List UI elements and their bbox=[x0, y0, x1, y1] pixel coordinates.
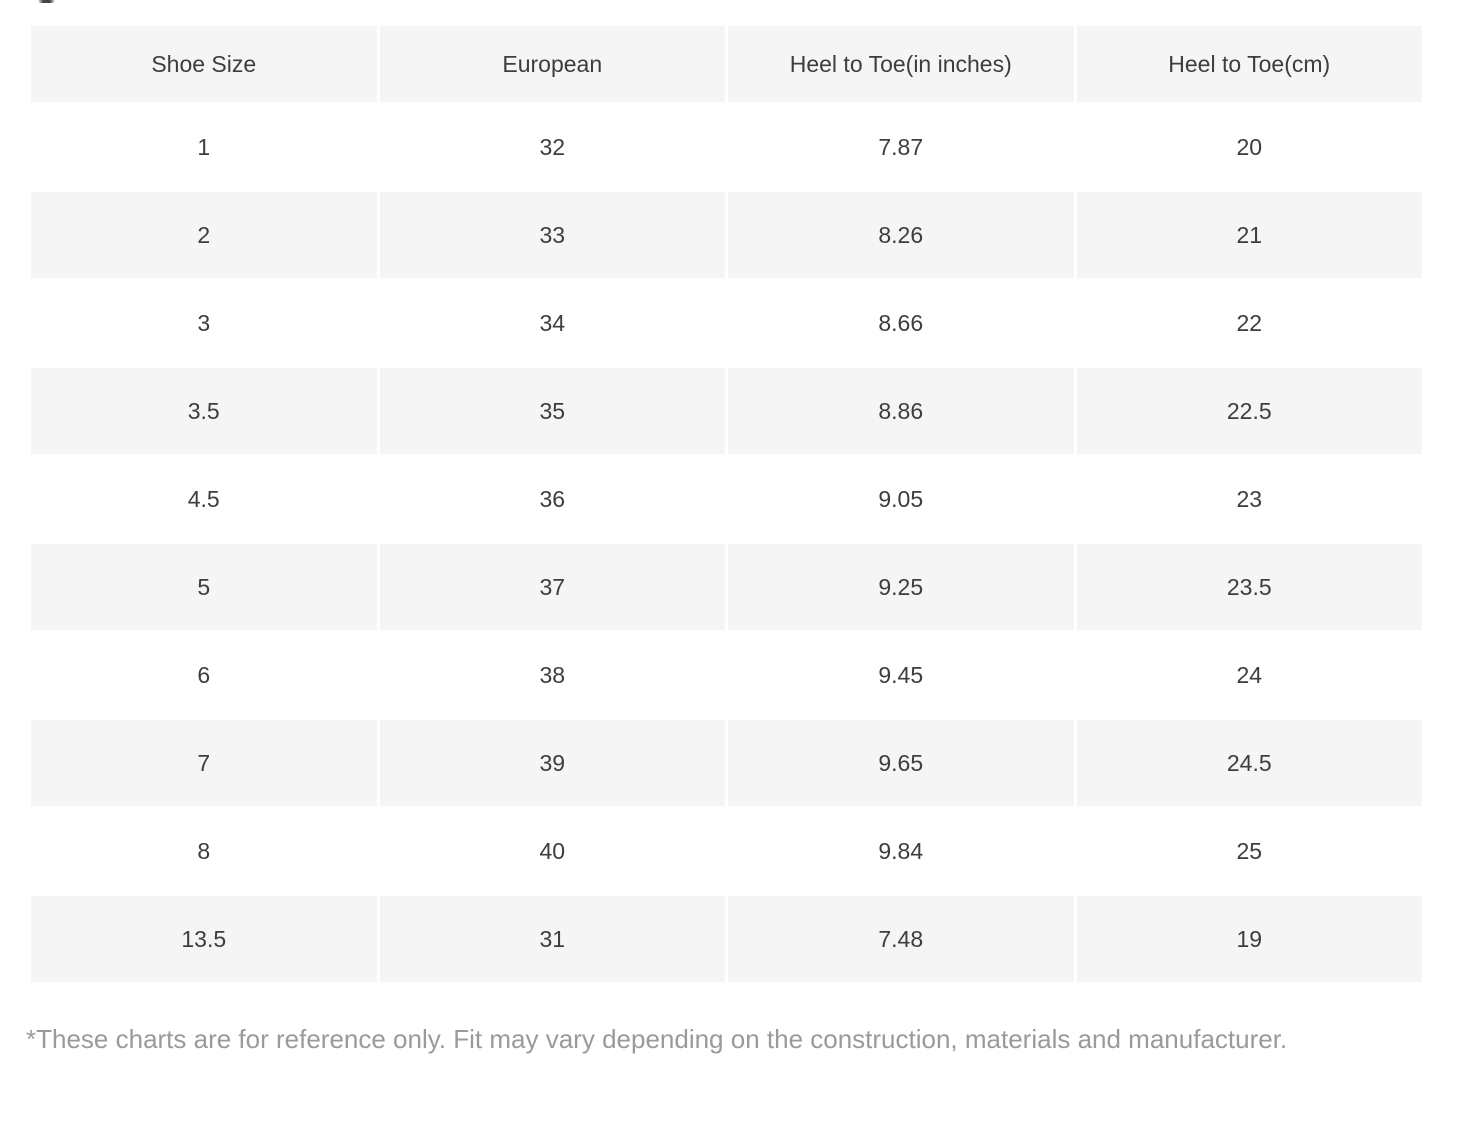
table-cell: 32 bbox=[379, 104, 725, 190]
table-row: 6 38 9.45 24 bbox=[31, 632, 1422, 718]
table-cell: 33 bbox=[379, 192, 725, 278]
table-cell: 23 bbox=[1076, 456, 1422, 542]
table-cell: 38 bbox=[379, 632, 725, 718]
table-row: 13.5 31 7.48 19 bbox=[31, 896, 1422, 982]
table-cell: 34 bbox=[379, 280, 725, 366]
table-cell: 22 bbox=[1076, 280, 1422, 366]
table-cell: 7.48 bbox=[728, 896, 1074, 982]
table-row: 5 37 9.25 23.5 bbox=[31, 544, 1422, 630]
table-cell: 7.87 bbox=[728, 104, 1074, 190]
disclaimer-footnote: *These charts are for reference only. Fi… bbox=[26, 1024, 1288, 1054]
table-row: 2 33 8.26 21 bbox=[31, 192, 1422, 278]
table-body: 1 32 7.87 20 2 33 8.26 21 3 34 8.66 22 3.5 35 8.86 22.5… bbox=[31, 104, 1422, 982]
table-cell: 9.25 bbox=[728, 544, 1074, 630]
table-cell: 31 bbox=[379, 896, 725, 982]
table-cell: 5 bbox=[31, 544, 377, 630]
table-cell: 22.5 bbox=[1076, 368, 1422, 454]
table-cell: 8.86 bbox=[728, 368, 1074, 454]
table-cell: 19 bbox=[1076, 896, 1422, 982]
table-cell: 35 bbox=[379, 368, 725, 454]
table-cell: 20 bbox=[1076, 104, 1422, 190]
clipped-top-element bbox=[38, 0, 55, 3]
table-cell: 3 bbox=[31, 280, 377, 366]
table-cell: 21 bbox=[1076, 192, 1422, 278]
table-cell: 8 bbox=[31, 808, 377, 894]
col-header-shoe-size: Shoe Size bbox=[31, 26, 377, 102]
table-cell: 8.26 bbox=[728, 192, 1074, 278]
table-row: 4.5 36 9.05 23 bbox=[31, 456, 1422, 542]
col-header-heel-to-toe-inches: Heel to Toe(in inches) bbox=[728, 26, 1074, 102]
table-row: 7 39 9.65 24.5 bbox=[31, 720, 1422, 806]
table-cell: 7 bbox=[31, 720, 377, 806]
table-row: 1 32 7.87 20 bbox=[31, 104, 1422, 190]
table-cell: 9.84 bbox=[728, 808, 1074, 894]
table-row: 8 40 9.84 25 bbox=[31, 808, 1422, 894]
table-cell: 36 bbox=[379, 456, 725, 542]
table-header: Shoe Size European Heel to Toe(in inches… bbox=[31, 26, 1422, 102]
table-cell: 40 bbox=[379, 808, 725, 894]
table-cell: 2 bbox=[31, 192, 377, 278]
table-row: 3 34 8.66 22 bbox=[31, 280, 1422, 366]
table-cell: 9.65 bbox=[728, 720, 1074, 806]
table-cell: 25 bbox=[1076, 808, 1422, 894]
col-header-european: European bbox=[379, 26, 725, 102]
table-cell: 24.5 bbox=[1076, 720, 1422, 806]
table-row: 3.5 35 8.86 22.5 bbox=[31, 368, 1422, 454]
table-cell: 23.5 bbox=[1076, 544, 1422, 630]
table-cell: 39 bbox=[379, 720, 725, 806]
table-cell: 37 bbox=[379, 544, 725, 630]
header-row: Shoe Size European Heel to Toe(in inches… bbox=[31, 26, 1422, 102]
size-chart-table: Shoe Size European Heel to Toe(in inches… bbox=[28, 24, 1425, 984]
table-cell: 9.45 bbox=[728, 632, 1074, 718]
table-cell: 8.66 bbox=[728, 280, 1074, 366]
table-cell: 3.5 bbox=[31, 368, 377, 454]
table-cell: 24 bbox=[1076, 632, 1422, 718]
col-header-heel-to-toe-cm: Heel to Toe(cm) bbox=[1076, 26, 1422, 102]
table-cell: 1 bbox=[31, 104, 377, 190]
table-cell: 13.5 bbox=[31, 896, 377, 982]
table-cell: 4.5 bbox=[31, 456, 377, 542]
table-cell: 6 bbox=[31, 632, 377, 718]
table-cell: 9.05 bbox=[728, 456, 1074, 542]
